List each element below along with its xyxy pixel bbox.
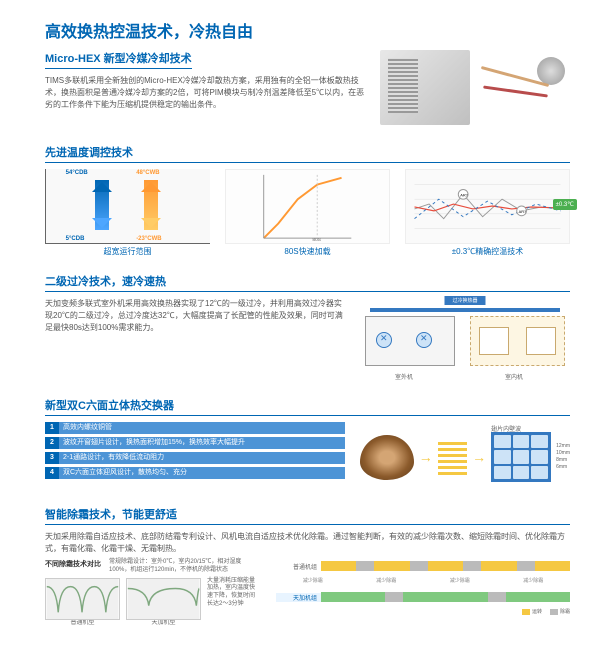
arrow-icon: → bbox=[472, 449, 486, 465]
s1-title: Micro-HEX 新型冷媒冷却技术 bbox=[45, 50, 192, 69]
list-item: 4双C六面立体迎风设计，散热均匀、充分 bbox=[45, 467, 345, 479]
list-num: 3 bbox=[45, 452, 59, 464]
temp-54cdb: 54°CDB bbox=[66, 170, 88, 176]
section-defrost: 智能除霜技术，节能更舒适 天加采用除霜自适应技术、底部防结霜专利设计、风机电流自… bbox=[45, 506, 570, 627]
fan-icon bbox=[376, 332, 392, 348]
compare-label: 不同除霜技术对比 bbox=[45, 559, 105, 569]
cables bbox=[475, 65, 560, 115]
hex-grid bbox=[491, 432, 551, 482]
legend: 运转 除霜 bbox=[276, 608, 570, 615]
tl-bar-tica bbox=[321, 592, 570, 602]
pipe bbox=[370, 308, 560, 312]
copper-coil bbox=[360, 435, 414, 480]
s4-list: 1高效内螺纹铜管 2波纹开窗翅片设计，换热面积增加15%，换热效率大幅提升 32… bbox=[45, 422, 345, 492]
list-num: 4 bbox=[45, 467, 59, 479]
svg-text:80S: 80S bbox=[312, 237, 321, 243]
temp-23cwb: -23°CWB bbox=[136, 236, 161, 242]
fin-wave bbox=[438, 440, 467, 475]
chart-range: 54°CDB 48°CWB 5°CDB -23°CWB 超宽运行范围 bbox=[45, 169, 210, 259]
section-microhex: Micro-HEX 新型冷媒冷却技术 TIMS多联机采用全新独创的Micro-H… bbox=[45, 50, 570, 130]
s3-title: 二级过冷技术，速冷速热 bbox=[45, 273, 570, 292]
list-num: 1 bbox=[45, 422, 59, 434]
coil-box bbox=[526, 327, 556, 355]
list-item: 32-1通路设计，有效降低流动阻力 bbox=[45, 452, 345, 464]
temp-5cdb: 5°CDB bbox=[66, 236, 85, 242]
fan-icon bbox=[416, 332, 432, 348]
indoor-unit bbox=[470, 316, 565, 366]
unit2-label: 室内机 bbox=[505, 372, 523, 381]
section-subcooling: 二级过冷技术，速冷速热 天加变频多联式室外机采用高效换热器实现了12℃的一级过冷… bbox=[45, 273, 570, 383]
timeline: 普通机组 减少除霜减少除霜减少除霜减少除霜 天加机组 运转 除霜 bbox=[276, 559, 570, 627]
arrow-cooling bbox=[95, 180, 109, 230]
unit1-label: 室外机 bbox=[395, 372, 413, 381]
s4-image: → → 翅片内壁波纹 12mm10mm8mm6mm bbox=[360, 422, 570, 492]
arrow-heating bbox=[144, 180, 158, 230]
device-render bbox=[380, 50, 470, 125]
s1-image bbox=[380, 50, 570, 130]
s5-title: 智能除霜技术，节能更舒适 bbox=[45, 506, 570, 525]
svg-text:AR?: AR? bbox=[460, 192, 468, 197]
dimensions: 12mm10mm8mm6mm bbox=[556, 443, 570, 471]
chart-caption: 普通机型 bbox=[45, 620, 120, 628]
tl-marks: 减少除霜减少除霜减少除霜减少除霜 bbox=[276, 577, 570, 584]
list-item: 1高效内螺纹铜管 bbox=[45, 422, 345, 434]
compare-desc: 常规除霜设计：室外0℃，室内20/15℃，相对湿度100%，机组运行120min… bbox=[109, 559, 260, 575]
s4-title: 新型双C六面立体热交换器 bbox=[45, 397, 570, 416]
cable-2 bbox=[483, 85, 548, 97]
coil-box bbox=[479, 327, 509, 355]
chart1-label: 超宽运行范围 bbox=[45, 246, 210, 257]
s2-title: 先进温度调控技术 bbox=[45, 144, 570, 163]
knob-icon bbox=[537, 57, 565, 85]
outdoor-unit bbox=[365, 316, 455, 366]
list-txt: 波纹开窗翅片设计，换热面积增加15%，换热效率大幅提升 bbox=[59, 437, 345, 449]
list-txt: 高效内螺纹铜管 bbox=[59, 422, 345, 434]
list-txt: 双C六面立体迎风设计，散热均匀、充分 bbox=[59, 467, 345, 479]
chart-precision: AR? AR? ±0.3℃ ±0.3℃精确控温技术 bbox=[405, 169, 570, 259]
tl-bar-normal bbox=[321, 561, 570, 571]
list-num: 2 bbox=[45, 437, 59, 449]
list-txt: 2-1通路设计，有效降低流动阻力 bbox=[59, 452, 345, 464]
main-title: 高效换热控温技术，冷热自由 bbox=[45, 18, 570, 42]
tl-label-normal: 普通机组 bbox=[276, 562, 321, 571]
chart3-label: ±0.3℃精确控温技术 bbox=[405, 246, 570, 257]
s3-diagram: 过冷换热器 室外机 室内机 bbox=[360, 298, 570, 383]
tl-label-tica: 天加机组 bbox=[276, 593, 321, 602]
extra-text: 大量消耗压缩能量加热，室内温度快速下降，恢复时间长达2～3分钟 bbox=[207, 578, 257, 628]
chart2-label: 80S快速加载 bbox=[225, 246, 390, 257]
section-doublec: 新型双C六面立体热交换器 1高效内螺纹铜管 2波纹开窗翅片设计，换热面积增加15… bbox=[45, 397, 570, 492]
list-item: 2波纹开窗翅片设计，换热面积增加15%，换热效率大幅提升 bbox=[45, 437, 345, 449]
chart-80s: 80S 80S快速加载 bbox=[225, 169, 390, 259]
chart-caption: 天加机型 bbox=[126, 620, 201, 628]
s3-body: 天加变频多联式室外机采用高效换热器实现了12℃的一级过冷，并利用高效过冷器实现2… bbox=[45, 298, 345, 383]
precision-badge: ±0.3℃ bbox=[553, 199, 577, 210]
pipe-label: 过冷换热器 bbox=[444, 296, 485, 305]
wave-chart-normal bbox=[45, 578, 120, 620]
s5-body: 天加采用除霜自适应技术、底部防结霜专利设计、风机电流自适应技术优化除霜。通过智能… bbox=[45, 531, 570, 555]
section-tempcontrol: 先进温度调控技术 54°CDB 48°CWB 5°CDB -23°CWB 超宽运… bbox=[45, 144, 570, 259]
s1-body: TIMS多联机采用全新独创的Micro-HEX冷媒冷却散热方案，采用独有的全铝一… bbox=[45, 75, 372, 111]
svg-text:AR?: AR? bbox=[519, 209, 527, 214]
arrow-icon: → bbox=[419, 449, 433, 465]
wave-chart-tica bbox=[126, 578, 201, 620]
